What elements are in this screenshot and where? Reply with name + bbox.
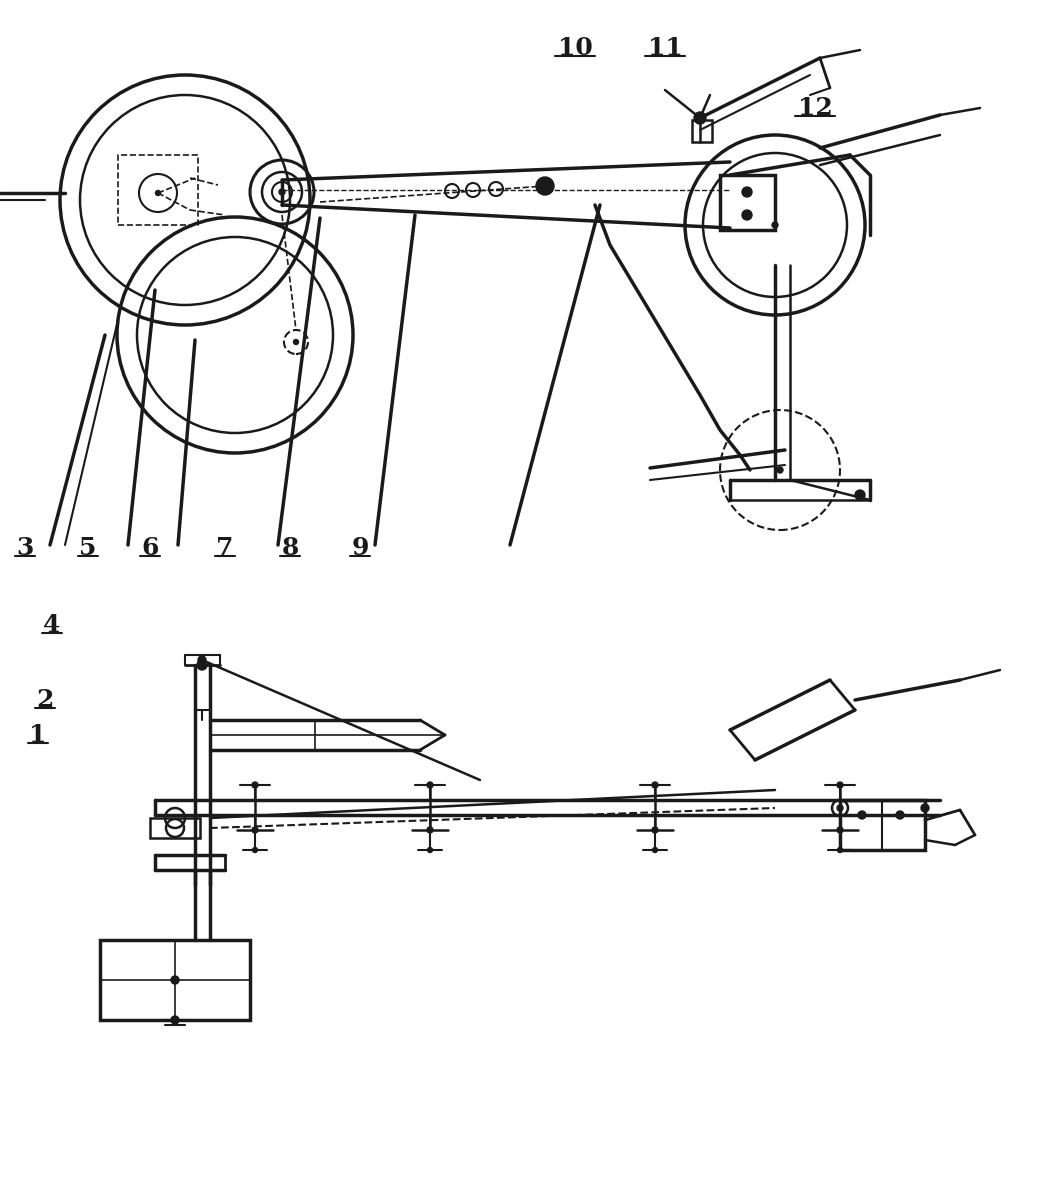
- Circle shape: [171, 976, 179, 984]
- Circle shape: [252, 782, 258, 788]
- Circle shape: [858, 811, 866, 819]
- Circle shape: [772, 222, 778, 228]
- Circle shape: [742, 210, 752, 220]
- Circle shape: [742, 187, 752, 197]
- Circle shape: [427, 827, 433, 833]
- Text: 3: 3: [17, 536, 33, 560]
- Bar: [118, 155, 198, 225]
- Circle shape: [837, 805, 843, 811]
- Text: 9: 9: [351, 536, 369, 560]
- Text: 12: 12: [797, 96, 833, 120]
- Text: 1: 1: [29, 723, 47, 747]
- Circle shape: [777, 467, 783, 473]
- Circle shape: [694, 112, 706, 124]
- Text: 6: 6: [142, 536, 158, 560]
- Circle shape: [896, 811, 904, 819]
- Circle shape: [427, 782, 433, 788]
- Circle shape: [155, 191, 160, 196]
- Circle shape: [171, 1016, 179, 1024]
- Circle shape: [197, 661, 207, 670]
- Text: 5: 5: [79, 536, 97, 560]
- Circle shape: [198, 656, 206, 664]
- Circle shape: [536, 177, 554, 195]
- Circle shape: [253, 848, 257, 853]
- Circle shape: [653, 848, 658, 853]
- Circle shape: [294, 340, 299, 345]
- Text: 8: 8: [281, 536, 299, 560]
- Bar: [720, 175, 775, 231]
- Text: 4: 4: [44, 613, 60, 637]
- Bar: [100, 940, 250, 1020]
- Circle shape: [855, 490, 865, 500]
- Circle shape: [252, 827, 258, 833]
- Circle shape: [652, 827, 658, 833]
- Bar: [150, 818, 200, 838]
- Bar: [692, 120, 712, 142]
- Circle shape: [921, 803, 929, 812]
- Text: 7: 7: [217, 536, 233, 560]
- Circle shape: [428, 848, 432, 853]
- Circle shape: [838, 848, 842, 853]
- Circle shape: [279, 189, 285, 195]
- Circle shape: [837, 827, 843, 833]
- Bar: [840, 800, 925, 850]
- Text: 11: 11: [648, 36, 682, 60]
- Text: 10: 10: [558, 36, 592, 60]
- Text: 2: 2: [36, 688, 54, 712]
- Circle shape: [837, 782, 843, 788]
- Circle shape: [652, 782, 658, 788]
